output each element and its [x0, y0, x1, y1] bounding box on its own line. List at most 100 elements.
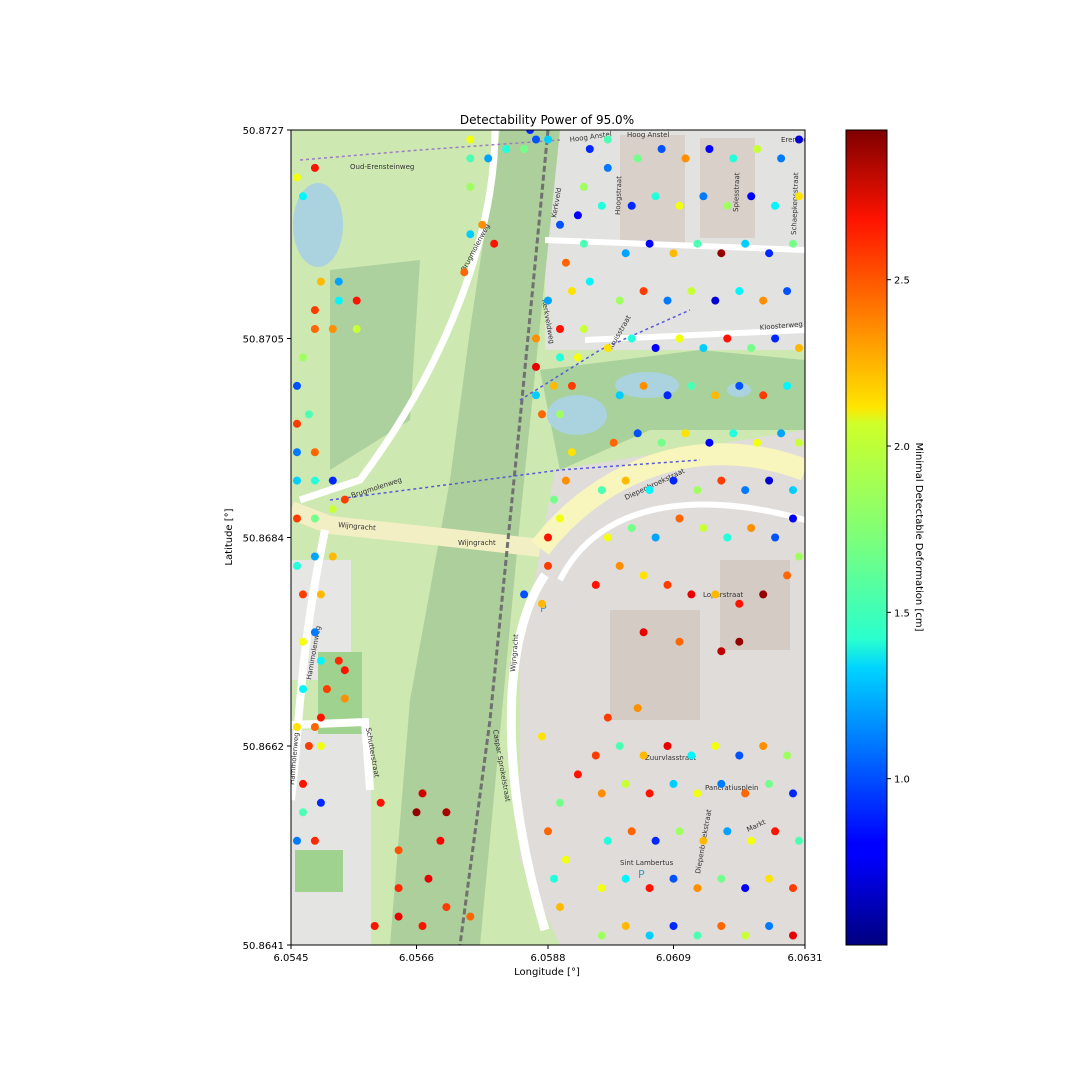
data-point	[795, 192, 803, 201]
data-point	[579, 239, 588, 248]
data-point	[789, 239, 797, 248]
data-point	[520, 590, 529, 599]
data-point	[556, 325, 564, 333]
data-point	[771, 533, 780, 542]
map-urban-southwest	[291, 730, 371, 945]
data-point	[293, 476, 301, 485]
data-point	[699, 192, 708, 201]
colorbar-tick-label: 2.0	[894, 442, 910, 453]
data-point	[693, 884, 702, 893]
data-point	[567, 381, 576, 390]
data-point	[436, 836, 445, 845]
data-point	[484, 154, 493, 163]
data-point	[412, 808, 421, 817]
data-point	[795, 836, 803, 845]
data-point	[765, 476, 774, 485]
data-point	[293, 836, 301, 845]
data-point	[687, 590, 696, 599]
data-point	[741, 486, 750, 495]
data-point	[771, 334, 780, 343]
y-tick-label: 50.8705	[243, 334, 284, 345]
data-point	[310, 476, 319, 485]
data-point	[663, 580, 672, 589]
map-building-block-3	[610, 610, 700, 720]
x-tick-label: 6.0631	[788, 953, 823, 964]
data-point	[705, 438, 714, 447]
data-point	[550, 381, 558, 390]
data-point	[591, 580, 600, 589]
data-point	[735, 599, 744, 608]
data-point	[759, 296, 768, 305]
data-point	[711, 742, 720, 750]
data-point	[621, 779, 630, 788]
map-label: Pancratiusplein	[705, 784, 759, 792]
data-point	[663, 742, 672, 750]
data-point	[615, 561, 624, 570]
data-point	[556, 353, 564, 362]
data-point	[538, 599, 546, 608]
map-footpath-1	[299, 139, 561, 161]
data-point	[789, 486, 797, 495]
data-point	[765, 874, 774, 883]
data-point	[609, 438, 618, 447]
data-point	[490, 239, 499, 248]
data-point	[777, 154, 786, 163]
data-point	[765, 249, 774, 258]
map-road-hamimolenweg	[291, 529, 329, 801]
data-point	[789, 884, 797, 893]
data-point	[639, 628, 648, 637]
data-point	[645, 931, 654, 940]
data-point	[478, 220, 487, 229]
data-point	[310, 836, 319, 845]
x-tick-label: 6.0609	[656, 953, 691, 964]
data-point	[657, 438, 666, 447]
data-point	[723, 201, 732, 210]
data-point	[771, 827, 780, 836]
data-point	[561, 855, 570, 864]
data-point	[693, 486, 702, 495]
map-pond-center	[547, 395, 607, 435]
data-point	[699, 524, 708, 532]
data-point	[705, 145, 714, 153]
data-point	[765, 922, 774, 930]
map-field-southwest	[295, 850, 343, 892]
data-point	[532, 391, 540, 400]
data-point	[669, 476, 678, 485]
colorbar-label: Minimal Detectable Deformation [cm]	[913, 443, 924, 632]
data-point	[675, 514, 684, 523]
data-point	[394, 846, 403, 855]
data-point	[735, 381, 744, 390]
data-point	[603, 344, 612, 352]
data-point	[544, 533, 552, 542]
map-label: P	[540, 602, 547, 615]
map-label: Schaepkensstraat	[790, 172, 800, 235]
chart-title: Detectability Power of 95.0%	[460, 113, 634, 127]
data-point	[579, 325, 588, 333]
map-forest-northwest	[330, 260, 420, 470]
data-point	[633, 154, 642, 163]
data-point	[561, 258, 570, 267]
data-point	[621, 476, 630, 485]
data-point	[424, 874, 433, 883]
data-point	[645, 884, 654, 893]
data-point	[328, 505, 337, 514]
data-point	[460, 268, 469, 277]
data-point	[603, 713, 612, 722]
map-footpath-2	[329, 459, 701, 501]
data-point	[310, 723, 319, 731]
data-point	[639, 381, 648, 390]
map-building-block-2	[700, 138, 755, 238]
data-point	[759, 742, 768, 750]
data-point	[293, 419, 301, 428]
data-point	[585, 145, 594, 153]
data-point	[699, 344, 708, 352]
data-point	[567, 287, 576, 296]
data-point	[585, 277, 594, 286]
data-point	[687, 287, 696, 296]
colorbar-tick-label: 1.5	[894, 608, 910, 619]
map-label: Loperstraat	[703, 591, 744, 599]
data-point	[299, 808, 307, 817]
map-road-east-ring	[557, 501, 805, 582]
y-tick-label: 50.8727	[243, 126, 284, 137]
